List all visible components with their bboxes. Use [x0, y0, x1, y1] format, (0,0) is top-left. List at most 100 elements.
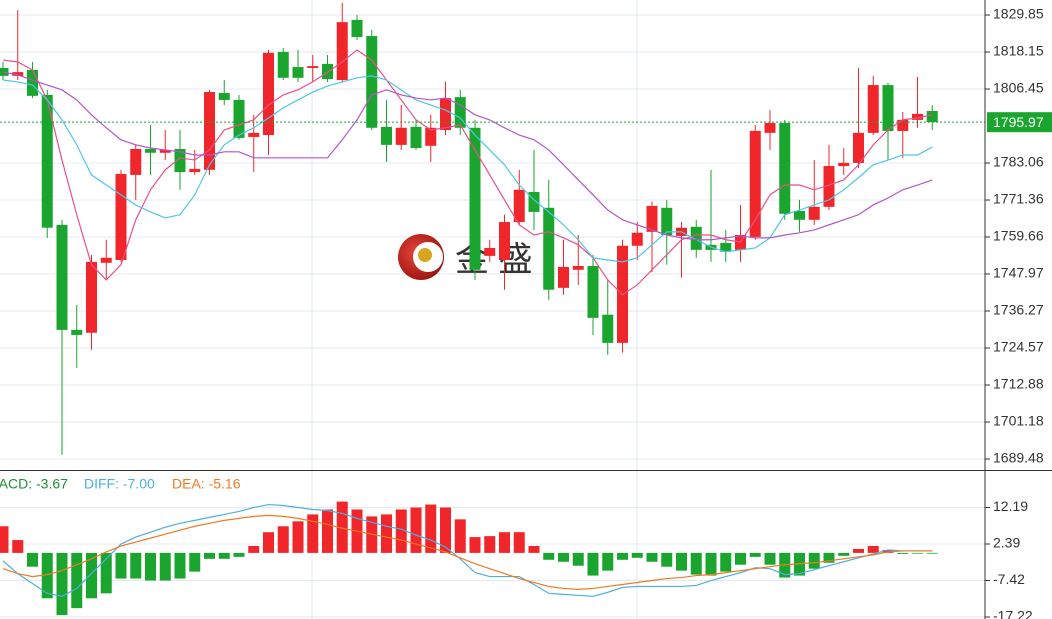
- macd-bar: [130, 552, 142, 579]
- macd-bar: [528, 546, 540, 553]
- macd-bar: [499, 532, 510, 553]
- candle-body: [646, 205, 658, 232]
- candle-body: [248, 132, 260, 137]
- candle-body: [41, 94, 53, 228]
- macd-bar: [646, 552, 658, 562]
- candle-body: [794, 210, 805, 220]
- moving-average-line: [2, 75, 933, 263]
- candle-body: [351, 19, 363, 38]
- candle-body: [631, 232, 643, 246]
- candle-body: [602, 314, 614, 343]
- candle-body: [558, 266, 569, 288]
- macd-line: [2, 514, 933, 590]
- macd-bar: [233, 552, 245, 557]
- y-tick-label: 1724.57: [993, 339, 1044, 355]
- candle-body: [808, 206, 820, 220]
- macd-bar: [56, 552, 68, 616]
- indicator-label: DIFF: -7.00: [84, 476, 155, 492]
- macd-bar: [808, 552, 820, 569]
- candle-body: [853, 132, 864, 163]
- candle-body: [484, 247, 496, 256]
- candle-body: [661, 207, 673, 235]
- moving-average-line: [2, 49, 933, 296]
- candle-body: [440, 98, 451, 130]
- macd-bar: [263, 532, 274, 553]
- macd-bar: [145, 552, 156, 581]
- candle-body: [174, 148, 186, 173]
- macd-bar: [322, 509, 333, 553]
- macd-bar: [336, 501, 348, 553]
- macd-bar: [823, 552, 835, 563]
- candle-body: [926, 111, 938, 123]
- macd-bar: [558, 552, 569, 562]
- y-tick-label: 1759.66: [993, 228, 1044, 244]
- macd-bar: [100, 552, 112, 594]
- candle-body: [130, 148, 142, 175]
- macd-bar: [204, 552, 215, 559]
- candle-body: [233, 99, 245, 138]
- macd-bar: [218, 552, 230, 559]
- macd-bar: [617, 552, 628, 560]
- candle-body: [159, 149, 171, 153]
- candle-body: [572, 265, 584, 270]
- candle-body: [867, 85, 879, 133]
- candle-body: [115, 173, 127, 260]
- macd-bar: [41, 552, 53, 599]
- macd-bar: [897, 552, 909, 554]
- candle-body: [720, 242, 732, 252]
- macd-bar: [71, 552, 83, 609]
- macd-bar: [189, 552, 201, 572]
- candle-body: [395, 127, 407, 145]
- macd-line: [2, 503, 933, 597]
- y-tick-label: 1806.45: [993, 80, 1044, 96]
- macd-bar: [469, 537, 481, 553]
- candle-body: [189, 168, 201, 173]
- candle-body: [204, 92, 215, 170]
- candle-body: [71, 329, 83, 335]
- macd-bar: [0, 526, 9, 553]
- candle-body: [469, 127, 481, 270]
- macd-bar: [395, 509, 407, 553]
- candle-body: [587, 265, 599, 318]
- macd-bar: [926, 552, 938, 554]
- macd-bar: [381, 514, 392, 553]
- macd-bar: [513, 532, 525, 553]
- data-layer: [0, 2, 985, 616]
- axis-layer: 1829.85 1818.15 1806.45 1783.06 1771.36 1759.…: [0, 6, 1052, 619]
- y-tick-label: 1701.18: [993, 413, 1044, 429]
- candle-body: [145, 148, 156, 153]
- candle-body: [764, 123, 776, 133]
- macd-bar: [602, 552, 614, 571]
- candle-body: [528, 191, 540, 212]
- candle-body: [263, 52, 274, 136]
- macd-bar: [587, 552, 599, 576]
- macd-bar: [661, 552, 673, 567]
- macd-bar: [174, 552, 186, 579]
- y-tick-label: 1689.48: [993, 450, 1044, 466]
- macd-bar: [27, 552, 38, 567]
- y-tick-label: -17.22: [993, 608, 1033, 619]
- macd-bar: [705, 552, 717, 576]
- macd-bar: [12, 540, 24, 553]
- candle-body: [292, 67, 304, 78]
- last-price-box: [987, 112, 1052, 133]
- candle-body: [499, 222, 510, 260]
- candle-body: [454, 97, 466, 128]
- indicator-label: MACD: -3.67: [0, 476, 68, 492]
- candle-body: [56, 224, 68, 330]
- macd-bar: [735, 552, 746, 565]
- candle-body: [823, 166, 835, 207]
- moving-average-line: [2, 71, 933, 241]
- y-tick-label: 1783.06: [993, 154, 1044, 170]
- candle-body: [336, 22, 348, 81]
- macd-bar: [484, 536, 496, 553]
- candle-body: [690, 226, 702, 250]
- macd-bar: [690, 552, 702, 575]
- candle-body: [779, 123, 791, 214]
- candle-body: [366, 36, 378, 128]
- candle-body: [100, 257, 112, 263]
- y-tick-label: 12.19: [993, 498, 1028, 514]
- y-tick-label: 1829.85: [993, 6, 1044, 22]
